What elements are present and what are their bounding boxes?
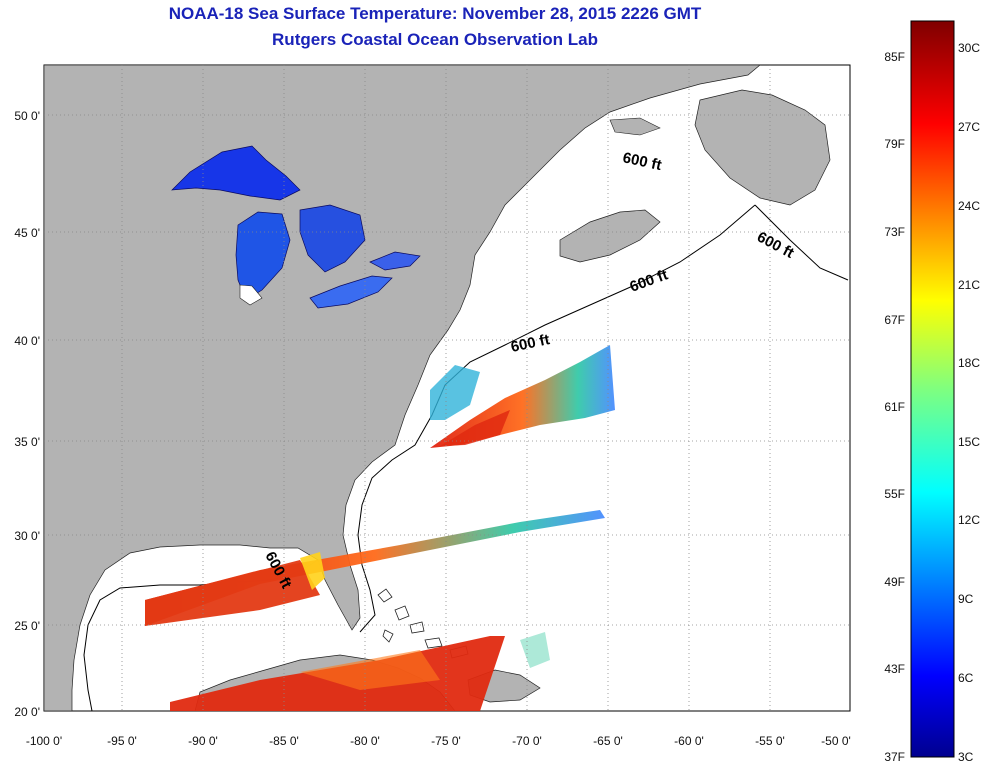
lon-tick-label: -90 0' (188, 734, 218, 748)
land-anticosti (609, 117, 661, 136)
sst-strip-florida (300, 552, 325, 590)
lon-tick-label: -50 0' (821, 734, 851, 748)
lat-tick-label: 25 0' (14, 619, 40, 633)
sst-strip-north (145, 510, 605, 626)
colorbar-f-label: 67F (884, 313, 905, 327)
lon-tick-label: -65 0' (593, 734, 623, 748)
land-nova-scotia (559, 209, 661, 263)
colorbar-f-label: 37F (884, 750, 905, 764)
colorbar-f-label: 73F (884, 225, 905, 239)
lon-tick-label: -60 0' (674, 734, 704, 748)
land-newfoundland (694, 89, 831, 206)
lake-ontario (369, 251, 421, 271)
lon-tick-label: -95 0' (107, 734, 137, 748)
lat-tick-label: 20 0' (14, 705, 40, 719)
colorbar-c-label: 6C (958, 671, 974, 685)
colorbar-c-label: 9C (958, 592, 974, 606)
lon-tick-label: -55 0' (755, 734, 785, 748)
map-subtitle: Rutgers Coastal Ocean Observation Lab (272, 30, 598, 49)
colorbar-c-label: 3C (958, 750, 974, 764)
lat-tick-label: 50 0' (14, 109, 40, 123)
lake-superior (171, 145, 301, 201)
colorbar-f-label: 55F (884, 487, 905, 501)
sst-swath-midatlantic (430, 345, 615, 448)
land-north-america (44, 65, 761, 711)
land-bahamas (377, 588, 469, 659)
sst-swath-midatlantic-hot (440, 410, 510, 446)
lon-tick-label: -80 0' (350, 734, 380, 748)
sst-patch-east (520, 632, 550, 668)
lat-tick-label: 40 0' (14, 334, 40, 348)
sst-swath-midatlantic-cool (430, 365, 480, 420)
lake-huron (299, 204, 366, 273)
lat-tick-label: 45 0' (14, 226, 40, 240)
map-title: NOAA-18 Sea Surface Temperature: Novembe… (168, 4, 702, 23)
lon-tick-label: -85 0' (269, 734, 299, 748)
lake-erie (309, 275, 393, 309)
sst-strip-caribbean-orange (300, 650, 440, 690)
colorbar-f-label: 49F (884, 575, 905, 589)
colorbar-c-label: 18C (958, 356, 980, 370)
colorbar-c-label: 27C (958, 120, 980, 134)
colorbar (910, 20, 955, 758)
colorbar-f-label: 79F (884, 137, 905, 151)
colorbar-c-label: 30C (958, 41, 980, 55)
lake-michigan (235, 211, 291, 301)
lat-tick-label: 30 0' (14, 529, 40, 543)
sst-strip-gulf-red (145, 560, 320, 626)
colorbar-c-label: 12C (958, 513, 980, 527)
colorbar-c-label: 21C (958, 278, 980, 292)
colorbar-f-label: 61F (884, 400, 905, 414)
map-content (44, 65, 849, 711)
colorbar-f-label: 85F (884, 50, 905, 64)
colorbar-c-label: 24C (958, 199, 980, 213)
colorbar-c-label: 15C (958, 435, 980, 449)
lat-tick-label: 35 0' (14, 435, 40, 449)
lon-tick-label: -75 0' (431, 734, 461, 748)
lake-michigan-tip (239, 284, 263, 306)
colorbar-f-label: 43F (884, 662, 905, 676)
lon-tick-label: -70 0' (512, 734, 542, 748)
lon-tick-label: -100 0' (26, 734, 62, 748)
